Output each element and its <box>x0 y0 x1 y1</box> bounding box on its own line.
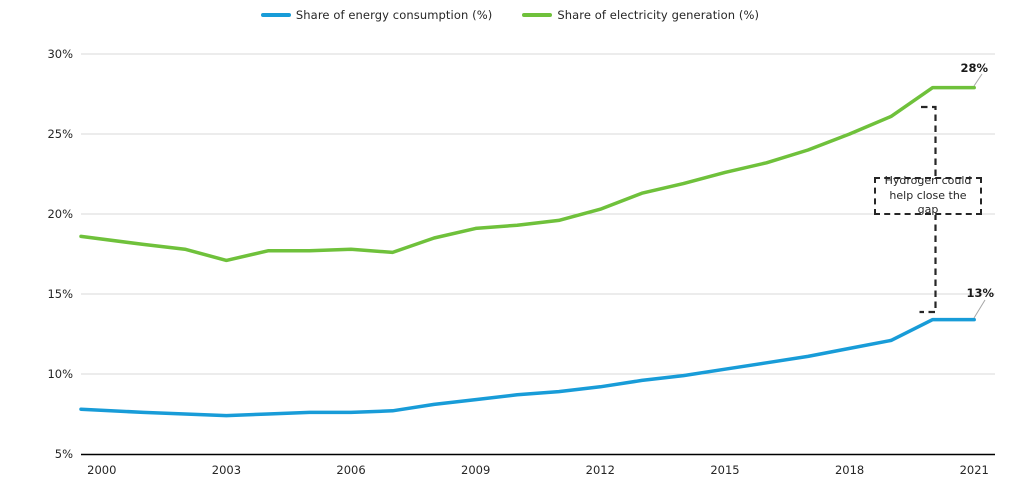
y-axis-tick-label: 30% <box>47 47 73 61</box>
hydrogen-gap-annotation-text: Hydrogen could help close the gap <box>884 173 972 217</box>
x-axis-tick-label: 2018 <box>835 463 864 477</box>
x-axis-tick-label: 2012 <box>586 463 615 477</box>
legend-label-electricity-generation: Share of electricity generation (%) <box>557 8 760 22</box>
energy-line-swatch <box>260 13 291 17</box>
x-axis-tick-label: 2000 <box>87 463 116 477</box>
energy-end-value-label: 13% <box>966 286 994 300</box>
y-axis-tick-label: 20% <box>47 207 73 221</box>
y-axis-tick-label: 5% <box>55 447 73 461</box>
legend-label-energy-consumption: Share of energy consumption (%) <box>295 8 493 22</box>
x-axis-tick-label: 2021 <box>960 463 989 477</box>
x-axis-tick-label: 2009 <box>461 463 490 477</box>
y-axis-tick-label: 15% <box>47 287 73 301</box>
electricity-end-value-label: 28% <box>960 61 988 75</box>
x-axis-tick-label: 2015 <box>710 463 739 477</box>
axes: 5% 10% 15% 20% 25% 30% 2000 2003 2006 2009 2012 201… <box>47 47 995 477</box>
energy-consumption-line <box>79 317 976 418</box>
chart-legend: Share of energy consumption (%) Share of… <box>0 8 1020 22</box>
x-axis-tick-label: 2006 <box>336 463 365 477</box>
electricity-label-leader-line <box>973 73 983 87</box>
electricity-line-swatch <box>522 13 553 17</box>
y-axis-tick-label: 10% <box>47 367 73 381</box>
y-axis-tick-label: 25% <box>47 127 73 141</box>
legend-item-energy-consumption: Share of energy consumption (%) <box>260 8 493 22</box>
gridlines <box>81 53 995 375</box>
electricity-generation-line <box>79 85 976 263</box>
data-series <box>79 85 976 418</box>
energy-label-leader-line <box>973 299 986 319</box>
hydrogen-gap-annotation: Hydrogen could help close the gap <box>874 174 982 216</box>
legend-item-electricity-generation: Share of electricity generation (%) <box>522 8 759 22</box>
x-axis-tick-label: 2003 <box>212 463 241 477</box>
